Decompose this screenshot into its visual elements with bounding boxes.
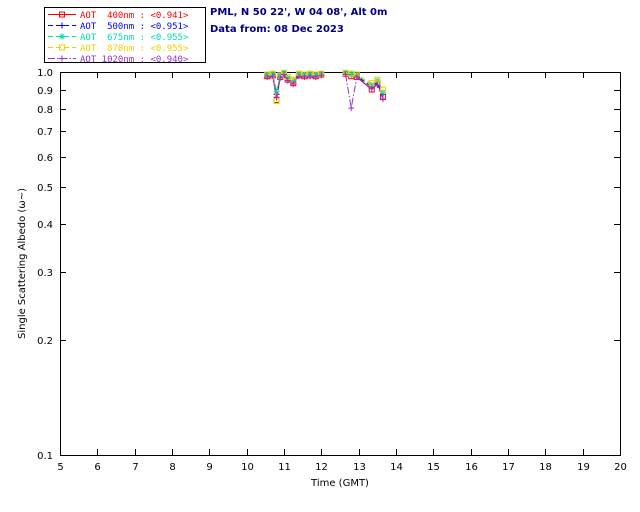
x-tick-label: 6 <box>94 462 100 473</box>
x-tick-label: 5 <box>57 462 63 473</box>
y-tick-label: 0.9 <box>37 86 53 97</box>
plus-marker <box>374 81 381 88</box>
plus-marker <box>368 85 375 92</box>
y-tick-label: 0.1 <box>37 451 53 462</box>
plus-marker <box>295 73 302 80</box>
legend: AOT 400nm : <0.941>AOT 500nm : <0.951>AO… <box>44 7 206 65</box>
y-axis-title: Single Scattering Albedo (ω~) <box>17 188 28 339</box>
legend-label: AOT 675nm : <0.955> <box>80 33 189 43</box>
plus-marker <box>379 96 386 103</box>
square-marker <box>59 44 65 51</box>
x-tick-label: 7 <box>132 462 138 473</box>
plus-marker <box>284 77 291 84</box>
asterisk-marker <box>273 88 280 95</box>
square-marker <box>379 86 386 93</box>
x-axis: 5 6 7 8 9 10 11 12 13 14 15 16 17 18 19 20 <box>57 72 627 473</box>
y-tick-label: 0.8 <box>37 105 53 116</box>
x-tick-label: 8 <box>169 462 175 473</box>
x-tick-label: 11 <box>278 462 291 473</box>
x-tick-label: 10 <box>241 462 254 473</box>
plus-marker <box>264 74 271 81</box>
series-line <box>345 74 384 109</box>
series-line <box>267 72 322 92</box>
asterisk-marker <box>368 81 375 88</box>
plus-marker <box>353 74 360 81</box>
legend-label: AOT 500nm : <0.951> <box>80 22 189 32</box>
plus-marker <box>348 105 355 112</box>
x-tick-label: 14 <box>390 462 403 473</box>
y-axis: 1.0 0.9 0.8 0.7 0.6 0.5 0.4 0.3 0.2 0.1 <box>37 68 620 462</box>
plus-marker <box>342 71 349 78</box>
x-tick-label: 9 <box>206 462 212 473</box>
square-marker <box>59 11 65 18</box>
x-tick-label: 13 <box>353 462 366 473</box>
plus-marker <box>59 22 65 29</box>
plus-marker <box>290 81 297 88</box>
asterisk-marker <box>348 70 355 77</box>
plus-marker <box>269 73 276 80</box>
y-tick-label: 0.5 <box>37 183 53 194</box>
legend-label: AOT 1020nm : <0.940> <box>80 55 189 65</box>
data-date-text: Data from: 08 Dec 2023 <box>210 24 344 35</box>
y-tick-label: 1.0 <box>37 68 53 79</box>
plus-marker <box>281 71 287 78</box>
plus-marker <box>273 94 280 101</box>
y-tick-label: 0.2 <box>37 336 53 347</box>
plus-marker <box>59 55 65 62</box>
x-tick-label: 15 <box>427 462 440 473</box>
plot-frame <box>60 72 621 456</box>
legend-label: AOT 870nm : <0.955> <box>80 44 189 54</box>
y-tick-label: 0.7 <box>37 127 53 138</box>
y-tick-label: 0.6 <box>37 153 53 164</box>
plus-marker <box>277 74 284 81</box>
x-axis-title: Time (GMT) <box>310 478 369 489</box>
x-tick-label: 17 <box>502 462 515 473</box>
x-tick-label: 12 <box>315 462 328 473</box>
plus-marker <box>312 74 319 81</box>
square-marker <box>348 70 355 77</box>
x-tick-label: 18 <box>539 462 552 473</box>
legend-box <box>44 7 206 63</box>
plus-marker <box>318 72 325 79</box>
asterisk-marker <box>59 33 65 40</box>
y-tick-label: 0.3 <box>37 268 53 279</box>
series-AOT-1020nm <box>264 71 386 112</box>
y-tick-label: 0.4 <box>37 220 53 231</box>
plus-marker <box>301 74 308 81</box>
legend-label: AOT 400nm : <0.941> <box>80 11 189 21</box>
x-tick-label: 16 <box>465 462 478 473</box>
asterisk-marker <box>290 77 297 84</box>
series-line <box>345 72 384 90</box>
x-tick-label: 19 <box>577 462 590 473</box>
station-info-text: PML, N 50 22', W 04 08', Alt 0m <box>210 7 388 18</box>
x-tick-label: 20 <box>614 462 627 473</box>
plus-marker <box>307 73 314 80</box>
